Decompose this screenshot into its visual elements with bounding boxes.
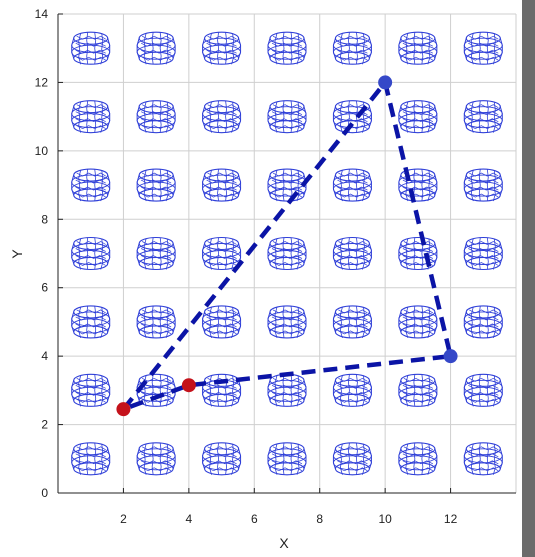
red-point bbox=[116, 402, 131, 417]
nanotube-ring-icon bbox=[267, 442, 307, 476]
y-tick-label: 2 bbox=[41, 418, 48, 432]
x-tick-label: 12 bbox=[444, 512, 458, 526]
nanotube-ring-icon bbox=[267, 305, 307, 339]
nanotube-ring-icon bbox=[202, 100, 242, 134]
x-tick-label: 8 bbox=[316, 512, 323, 526]
nanotube-ring-icon bbox=[267, 100, 307, 134]
nanotube-background bbox=[71, 31, 503, 476]
y-tick-label: 4 bbox=[41, 349, 48, 363]
red-point bbox=[181, 378, 196, 393]
grid-lines bbox=[57, 13, 517, 494]
nanotube-ring-icon bbox=[202, 168, 242, 202]
x-tick-label: 10 bbox=[378, 512, 392, 526]
tick-labels: 2 4 6 8 10 12 0 2 4 6 8 10 12 14 bbox=[35, 7, 458, 526]
nanotube-ring-icon bbox=[398, 305, 438, 339]
y-axis-label: Y bbox=[9, 249, 25, 259]
y-tick-label: 10 bbox=[35, 144, 49, 158]
blue-point bbox=[443, 349, 458, 364]
nanotube-ring-icon bbox=[267, 236, 307, 271]
nanotube-ring-icon bbox=[463, 373, 503, 407]
nanotube-ring-icon bbox=[398, 373, 438, 407]
nanotube-ring-icon bbox=[136, 31, 176, 65]
nanotube-ring-icon bbox=[398, 168, 438, 202]
nanotube-ring-icon bbox=[136, 236, 176, 271]
nanotube-ring-icon bbox=[71, 31, 111, 65]
nanotube-ring-icon bbox=[463, 442, 503, 476]
nanotube-ring-icon bbox=[463, 31, 503, 65]
y-tick-label: 6 bbox=[41, 281, 48, 295]
nanotube-ring-icon bbox=[463, 305, 503, 339]
nanotube-ring-icon bbox=[463, 168, 503, 202]
nanotube-ring-icon bbox=[332, 373, 372, 407]
nanotube-ring-icon bbox=[332, 100, 372, 134]
nanotube-ring-icon bbox=[332, 31, 372, 65]
nanotube-ring-icon bbox=[463, 236, 503, 271]
nanotube-ring-icon bbox=[267, 168, 307, 202]
nanotube-ring-icon bbox=[267, 31, 307, 65]
data-points bbox=[116, 75, 458, 417]
nanotube-ring-icon bbox=[398, 100, 438, 134]
nanotube-ring-icon bbox=[71, 168, 111, 202]
nanotube-ring-icon bbox=[136, 305, 176, 339]
x-tick-label: 2 bbox=[120, 512, 127, 526]
y-tick-label: 8 bbox=[41, 212, 48, 226]
nanotube-ring-icon bbox=[398, 442, 438, 476]
nanotube-ring-icon bbox=[267, 373, 307, 407]
nanotube-ring-icon bbox=[136, 100, 176, 134]
nanotube-ring-icon bbox=[71, 442, 111, 476]
nanotube-ring-icon bbox=[71, 100, 111, 134]
nanotube-ring-icon bbox=[332, 236, 372, 271]
nanotube-ring-icon bbox=[71, 305, 111, 339]
nanotube-ring-icon bbox=[202, 305, 242, 339]
nanotube-ring-icon bbox=[332, 442, 372, 476]
y-tick-label: 14 bbox=[35, 7, 49, 21]
nanotube-ring-icon bbox=[463, 100, 503, 134]
x-axis-label: X bbox=[279, 535, 289, 551]
nanotube-ring-icon bbox=[332, 168, 372, 202]
y-tick-label: 0 bbox=[41, 486, 48, 500]
nanotube-ring-icon bbox=[398, 31, 438, 65]
nanotube-ring-icon bbox=[202, 442, 242, 476]
nanotube-ring-icon bbox=[136, 168, 176, 202]
y-tick-label: 12 bbox=[35, 75, 49, 89]
x-tick-label: 6 bbox=[251, 512, 258, 526]
nanotube-ring-icon bbox=[136, 442, 176, 476]
nanotube-ring-icon bbox=[332, 305, 372, 339]
nanotube-ring-icon bbox=[202, 236, 242, 271]
x-tick-label: 4 bbox=[186, 512, 193, 526]
blue-point bbox=[378, 75, 393, 90]
nanotube-ring-icon bbox=[202, 31, 242, 65]
nanotube-ring-icon bbox=[202, 373, 242, 407]
nanotube-ring-icon bbox=[71, 236, 111, 271]
axes bbox=[57, 14, 516, 494]
nanotube-ring-icon bbox=[71, 373, 111, 407]
window-edge bbox=[522, 0, 535, 557]
nanotube-ring-icon bbox=[398, 236, 438, 271]
